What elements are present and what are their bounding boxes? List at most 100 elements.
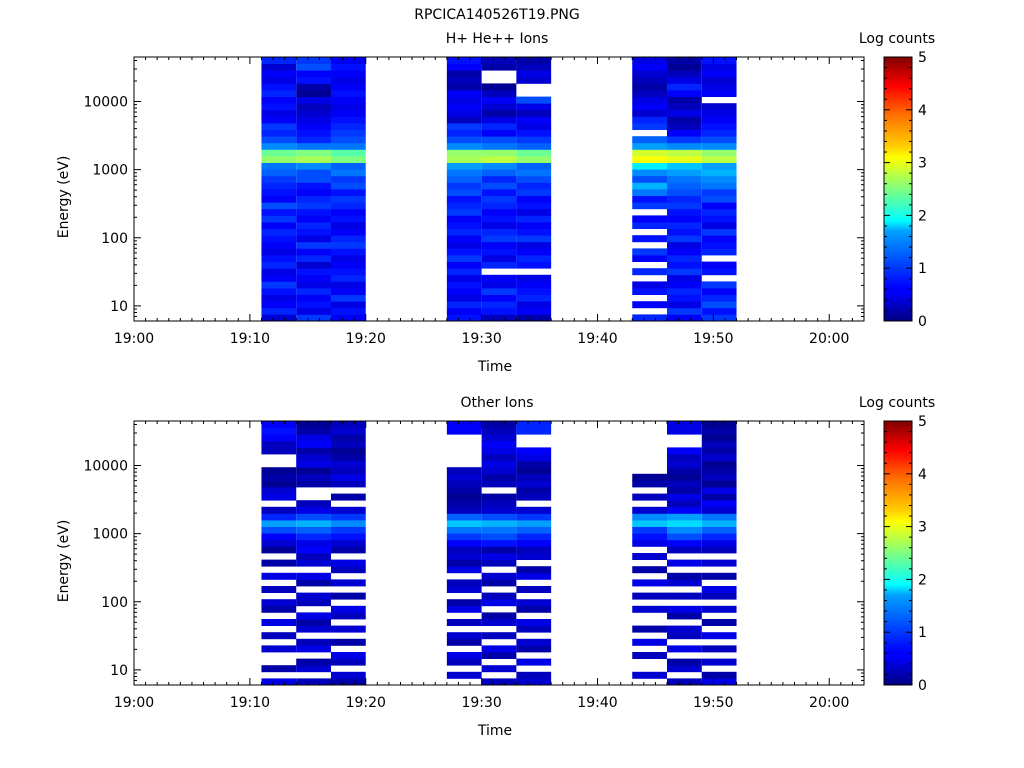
heatmap-cell bbox=[632, 57, 668, 64]
heatmap-cell bbox=[481, 546, 517, 554]
heatmap-cell bbox=[446, 294, 482, 302]
y-tick-label: 100 bbox=[101, 231, 128, 247]
heatmap-cell bbox=[261, 255, 297, 262]
heatmap-cell bbox=[481, 261, 517, 269]
heatmap-cell bbox=[481, 467, 517, 475]
heatmap-cell bbox=[261, 129, 297, 137]
heatmap-cell bbox=[296, 520, 331, 527]
heatmap-cell bbox=[446, 175, 482, 183]
heatmap-cell bbox=[701, 605, 737, 613]
heatmap-cell bbox=[261, 96, 297, 104]
heatmap-cell bbox=[296, 427, 331, 435]
heatmap-cell bbox=[481, 632, 517, 640]
heatmap-cell bbox=[296, 228, 331, 236]
heatmap-cell bbox=[516, 76, 552, 84]
heatmap-cell bbox=[481, 592, 517, 600]
colorbar-tick-label: 5 bbox=[918, 414, 927, 430]
heatmap-cell bbox=[667, 189, 702, 196]
heatmap-cell bbox=[446, 467, 482, 475]
heatmap-cell bbox=[296, 434, 331, 442]
heatmap-cell bbox=[667, 129, 702, 137]
heatmap-cell bbox=[446, 480, 482, 488]
heatmap-cell bbox=[481, 301, 517, 309]
heatmap-cell bbox=[516, 553, 552, 560]
heatmap-cell bbox=[667, 520, 702, 527]
heatmap-cell bbox=[632, 162, 668, 170]
heatmap-cell bbox=[446, 599, 482, 607]
heatmap-cell bbox=[330, 427, 366, 435]
heatmap-cell bbox=[516, 142, 552, 150]
heatmap-cell bbox=[446, 142, 482, 150]
colorbar-tick-label: 5 bbox=[918, 50, 927, 66]
heatmap-cell bbox=[446, 241, 482, 249]
heatmap-cell bbox=[261, 473, 297, 481]
heatmap-cell bbox=[667, 142, 702, 150]
heatmap-cell bbox=[481, 539, 517, 547]
heatmap-cell bbox=[481, 195, 517, 203]
heatmap-cell bbox=[481, 149, 517, 157]
heatmap-cell bbox=[632, 195, 668, 203]
heatmap-cell bbox=[701, 222, 737, 229]
heatmap-cell bbox=[330, 175, 366, 183]
heatmap-cell bbox=[296, 553, 331, 560]
heatmap-cell bbox=[481, 493, 517, 501]
heatmap-cell bbox=[261, 605, 297, 613]
heatmap-cell bbox=[516, 202, 552, 210]
heatmap-cell bbox=[667, 467, 702, 475]
heatmap-cell bbox=[330, 129, 366, 137]
heatmap-cell bbox=[261, 76, 297, 84]
heatmap-cell bbox=[330, 268, 366, 276]
heatmap-cell bbox=[261, 228, 297, 236]
heatmap-cell bbox=[667, 454, 702, 461]
heatmap-cell bbox=[481, 572, 517, 580]
colorbar-gradient bbox=[883, 420, 913, 686]
heatmap-cell bbox=[632, 473, 668, 481]
heatmap-cell bbox=[481, 129, 517, 137]
heatmap-cell bbox=[446, 149, 482, 157]
heatmap-cell bbox=[667, 546, 702, 554]
heatmap-cell bbox=[296, 421, 331, 428]
heatmap-cell bbox=[296, 572, 331, 580]
heatmap-cell bbox=[446, 261, 482, 269]
heatmap-cell bbox=[701, 434, 737, 442]
heatmap-cell bbox=[632, 248, 668, 256]
heatmap-cell bbox=[330, 142, 366, 150]
heatmap-cell bbox=[330, 136, 366, 144]
heatmap-cell bbox=[667, 493, 702, 501]
heatmap-cell bbox=[481, 307, 517, 315]
heatmap-cell bbox=[481, 215, 517, 223]
heatmap-cell bbox=[446, 526, 482, 534]
heatmap-cell bbox=[632, 625, 668, 633]
heatmap-cell bbox=[516, 294, 552, 302]
heatmap-cell bbox=[516, 460, 552, 468]
heatmap-cell bbox=[296, 281, 331, 289]
heatmap-cell bbox=[330, 76, 366, 84]
heatmap-cell bbox=[296, 116, 331, 124]
x-tick-label: 19:50 bbox=[693, 695, 733, 711]
heatmap-cell bbox=[330, 513, 366, 521]
heatmap-cell bbox=[446, 235, 482, 243]
heatmap-cell bbox=[261, 202, 297, 210]
heatmap-cell bbox=[446, 70, 482, 78]
heatmap-cell bbox=[481, 506, 517, 514]
heatmap-cell bbox=[330, 493, 366, 501]
heatmap-cell bbox=[701, 83, 737, 91]
heatmap-cell bbox=[667, 268, 702, 276]
heatmap-cell bbox=[701, 493, 737, 501]
heatmap-cell bbox=[701, 294, 737, 302]
heatmap-cell bbox=[446, 559, 482, 567]
colorbar-tick-label: 4 bbox=[918, 467, 927, 483]
heatmap-cell bbox=[446, 421, 482, 428]
heatmap-cell bbox=[261, 175, 297, 183]
heatmap-cell bbox=[516, 195, 552, 203]
heatmap-cell bbox=[261, 513, 297, 521]
heatmap-cell bbox=[632, 638, 668, 646]
heatmap-cell bbox=[330, 526, 366, 534]
heatmap-cell bbox=[261, 480, 297, 488]
heatmap-cell bbox=[667, 539, 702, 547]
heatmap-cell bbox=[481, 645, 517, 653]
colorbar: 0 1 2 3 4 5 bbox=[883, 50, 927, 330]
heatmap-cell bbox=[296, 539, 331, 547]
heatmap-cell bbox=[667, 506, 702, 514]
heatmap-cell bbox=[330, 434, 366, 442]
